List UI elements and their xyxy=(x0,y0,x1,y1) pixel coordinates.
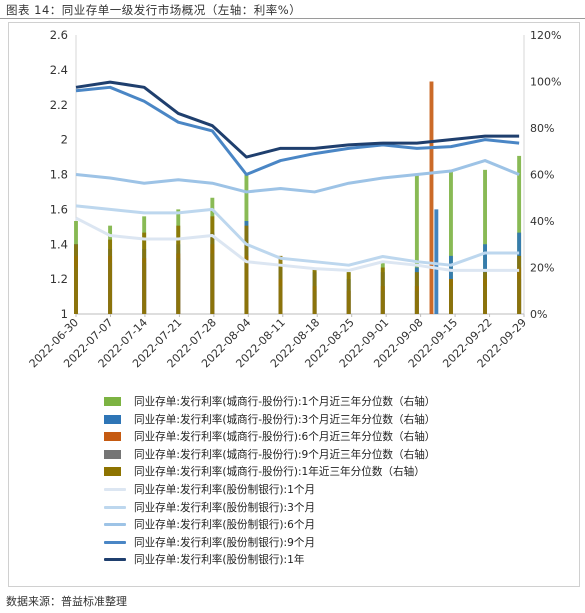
bar xyxy=(483,272,487,314)
y-right-tick-label: 80% xyxy=(530,122,554,135)
bar xyxy=(142,232,147,314)
legend-line-marker xyxy=(104,487,126,491)
y-left-tick-label: 1 xyxy=(61,307,68,321)
bar xyxy=(434,209,439,314)
bar xyxy=(108,239,113,314)
legend-item: 同业存单:发行利率(城商行-股份行):6个月近三年分位数（右轴） xyxy=(104,429,544,447)
legend-item: 同业存单:发行利率(城商行-股份行):9个月近三年分位数（右轴） xyxy=(104,447,544,465)
legend-line-marker xyxy=(104,505,126,509)
legend-item: 同业存单:发行利率(城商行-股份行):3个月近三年分位数（右轴） xyxy=(104,412,544,430)
bar xyxy=(210,216,215,314)
y-right-tick-label: 120% xyxy=(530,29,561,42)
legend-line-marker xyxy=(104,558,126,562)
y-left-tick-label: 2 xyxy=(61,133,68,147)
line-series xyxy=(75,204,520,267)
bar xyxy=(74,244,78,314)
legend-item: 同业存单:发行利率(股份制银行):9个月 xyxy=(104,535,544,553)
legend-label: 同业存单:发行利率(股份制银行):1个月 xyxy=(134,483,316,496)
legend-swatch xyxy=(104,432,121,442)
bar xyxy=(414,174,419,314)
legend: 同业存单:发行利率(城商行-股份行):1个月近三年分位数（右轴） 同业存单:发行利… xyxy=(104,394,544,570)
line-series xyxy=(75,80,520,159)
legend-label: 同业存单:发行利率(股份制银行):3个月 xyxy=(134,501,316,514)
bar xyxy=(176,225,181,314)
bar xyxy=(517,255,522,314)
line-series xyxy=(75,159,520,194)
y-right-tick-label: 20% xyxy=(530,262,554,275)
bar xyxy=(414,272,419,314)
legend-label: 同业存单:发行利率(股份制银行):6个月 xyxy=(134,519,316,532)
legend-label: 同业存单:发行利率(城商行-股份行):6个月近三年分位数（右轴） xyxy=(134,431,436,444)
y-right-tick-label: 60% xyxy=(530,169,554,182)
legend-swatch xyxy=(104,449,121,459)
y-right-tick-label: 40% xyxy=(530,215,554,228)
legend-label: 同业存单:发行利率(股份制银行):1年 xyxy=(134,554,305,567)
legend-label: 同业存单:发行利率(城商行-股份行):1年近三年分位数（右轴） xyxy=(134,466,425,479)
legend-swatch xyxy=(104,397,121,406)
bar xyxy=(449,279,453,314)
bar xyxy=(449,169,453,314)
bar xyxy=(244,225,249,314)
chart-canvas: 1 1.2 1.4 1.6 1.8 2 2.2 2.4 2.6 0% 20% 40% 60% 80% 100… xyxy=(27,28,562,370)
bar xyxy=(278,255,283,314)
bar xyxy=(483,169,487,314)
legend-label: 同业存单:发行利率(城商行-股份行):1个月近三年分位数（右轴） xyxy=(134,396,436,408)
title-divider xyxy=(0,18,585,19)
bar xyxy=(380,267,385,314)
y-left-tick-label: 1.6 xyxy=(50,202,68,216)
legend-swatch xyxy=(104,414,121,424)
bar xyxy=(312,267,317,314)
bar xyxy=(429,81,434,314)
legend-line-marker xyxy=(104,523,126,527)
line-series xyxy=(75,85,520,176)
legend-item: 同业存单:发行利率(股份制银行):3个月 xyxy=(104,500,544,518)
legend-label: 同业存单:发行利率(城商行-股份行):9个月近三年分位数（右轴） xyxy=(134,448,436,461)
figure-title: 图表 14：同业存单一级发行市场概况（左轴：利率%） xyxy=(6,3,302,17)
legend-item: 同业存单:发行利率(城商行-股份行):1个月近三年分位数（右轴） xyxy=(104,394,544,412)
y-left-tick-label: 2.4 xyxy=(50,63,68,77)
bar xyxy=(346,272,351,314)
y-right-tick-label: 0% xyxy=(530,308,547,321)
y-right-tick-label: 100% xyxy=(530,76,561,89)
y-left-tick-label: 1.4 xyxy=(50,237,68,251)
chart-frame xyxy=(8,22,580,587)
figure-title-bar: 图表 14：同业存单一级发行市场概况（左轴：利率%） xyxy=(0,0,585,18)
y-left-tick-label: 1.2 xyxy=(50,272,68,286)
legend-item: 同业存单:发行利率(股份制银行):1个月 xyxy=(104,482,544,500)
legend-line-marker xyxy=(104,540,126,544)
legend-item: 同业存单:发行利率(股份制银行):6个月 xyxy=(104,517,544,535)
y-left-tick-label: 2.2 xyxy=(50,98,68,112)
legend-label: 同业存单:发行利率(城商行-股份行):3个月近三年分位数（右轴） xyxy=(134,413,436,426)
y-left-tick-label: 2.6 xyxy=(50,28,68,42)
y-left-tick-label: 1.8 xyxy=(50,168,68,182)
line-series xyxy=(75,216,520,272)
data-source-note: 数据来源：普益标准整理 xyxy=(6,595,127,608)
legend-swatch xyxy=(104,467,121,477)
legend-item: 同业存单:发行利率(股份制银行):1年 xyxy=(104,552,544,570)
legend-item: 同业存单:发行利率(城商行-股份行):1年近三年分位数（右轴） xyxy=(104,464,544,482)
legend-label: 同业存单:发行利率(股份制银行):9个月 xyxy=(134,536,316,549)
